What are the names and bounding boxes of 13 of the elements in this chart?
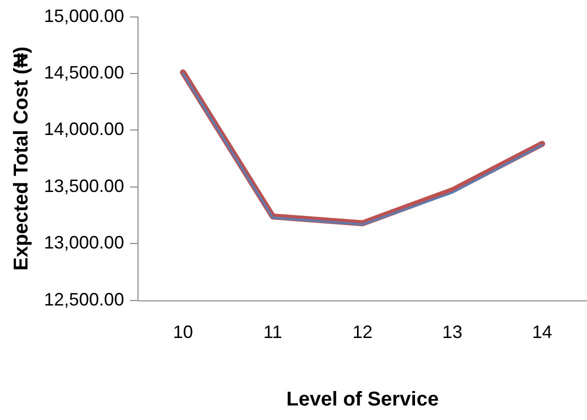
x-tick-label: 11 bbox=[263, 322, 282, 342]
y-tick-label: 13,500.00 bbox=[44, 176, 124, 196]
x-tick-label: 10 bbox=[172, 322, 193, 342]
y-tick-label: 15,000.00 bbox=[44, 6, 124, 26]
x-tick-label: 13 bbox=[442, 322, 462, 342]
x-tick-label: 12 bbox=[352, 322, 373, 342]
x-tick-label: 14 bbox=[532, 322, 552, 342]
y-tick-label: 14,000.00 bbox=[44, 119, 124, 140]
y-tick-label: 14,500.00 bbox=[44, 62, 124, 82]
x-axis-title: Level of Service bbox=[286, 388, 439, 411]
y-tick-label: 13,000.00 bbox=[44, 232, 124, 253]
y-tick-label: 12,500.00 bbox=[44, 289, 124, 310]
y-axis-title: Expected Total Cost (₦) bbox=[10, 46, 33, 271]
